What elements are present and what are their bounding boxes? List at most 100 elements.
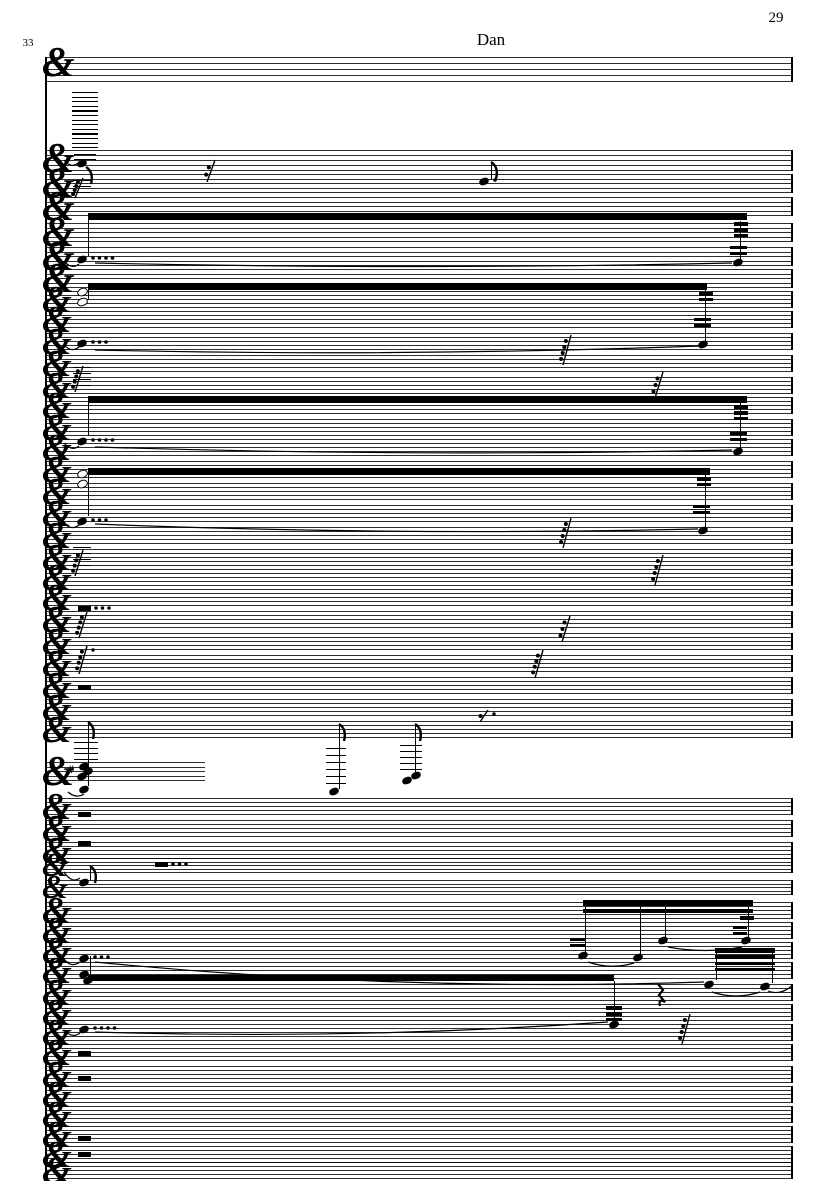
staff-line [45, 385, 793, 386]
staff-line [45, 251, 793, 253]
barline [791, 310, 793, 328]
staff-line [45, 1090, 793, 1091]
beam [733, 926, 747, 929]
note-stem [90, 866, 92, 880]
staff-line [45, 549, 793, 550]
staff-line [45, 970, 793, 971]
staff-line [45, 1162, 793, 1163]
staff-line [45, 557, 793, 558]
staff-line [45, 521, 793, 522]
staff-line [45, 553, 793, 554]
staff-line [45, 699, 793, 700]
staff-line [45, 733, 793, 734]
note-stem [88, 475, 90, 516]
ledger-line [73, 186, 91, 188]
barline [791, 196, 793, 216]
staff-line [45, 535, 793, 536]
staff-line [45, 413, 793, 414]
staff-line [45, 902, 793, 903]
staff-line [45, 377, 793, 378]
ledger-line [72, 138, 98, 140]
ledger-line [400, 751, 422, 753]
staff-line [45, 75, 793, 76]
ledger-line [73, 192, 91, 194]
beam [583, 900, 753, 906]
barline [791, 901, 793, 919]
staff-line [45, 299, 793, 300]
barline [791, 632, 793, 650]
ledger-line [72, 92, 98, 94]
barline [791, 588, 793, 606]
staff-line [45, 832, 793, 833]
staff-line [45, 569, 793, 570]
staff-line [45, 820, 793, 821]
staff-line [45, 762, 205, 763]
staff-line [45, 487, 793, 488]
rest [78, 645, 88, 675]
staff-line [45, 950, 793, 951]
ledger-line [400, 763, 422, 765]
staff-line [45, 465, 793, 466]
ledger-line [73, 367, 91, 369]
staff-line [45, 992, 793, 993]
beam [88, 975, 614, 981]
beam [693, 505, 710, 508]
staff-line [45, 1102, 793, 1103]
staff-line [45, 858, 793, 859]
staff-line [45, 349, 793, 350]
staff-line [45, 996, 793, 997]
staff-line [45, 641, 793, 642]
staff-line [45, 1118, 793, 1119]
staff-line [45, 890, 793, 892]
staff-line [45, 192, 793, 193]
staff-line [45, 160, 793, 161]
staff-line [45, 601, 793, 602]
staff-line [45, 355, 793, 356]
staff-line [45, 455, 793, 456]
staff-line [45, 1060, 793, 1061]
staff-line [45, 359, 793, 360]
staff-line [45, 495, 793, 496]
staff-line [45, 1098, 793, 1099]
ledger-line [73, 373, 91, 375]
barline [791, 290, 793, 308]
ledger-line [326, 762, 346, 764]
staff-line [45, 771, 205, 772]
barline [791, 396, 793, 414]
staff-line [45, 333, 793, 334]
barline [791, 654, 793, 672]
beam [730, 432, 747, 435]
system-barline [45, 57, 47, 1178]
staff-line [45, 1032, 793, 1033]
ledger-line [326, 748, 346, 750]
staff-line [45, 170, 793, 171]
beam [583, 909, 753, 913]
whole-rest [78, 1051, 91, 1056]
staff-line [45, 585, 793, 586]
beam [715, 955, 775, 959]
staff-line [45, 918, 793, 919]
barline [791, 1043, 793, 1061]
staff-line [45, 1020, 793, 1021]
barline [791, 610, 793, 628]
ledger-line [326, 783, 346, 785]
beam [88, 396, 747, 403]
note-stem [88, 290, 90, 300]
staff-line [45, 561, 793, 562]
staff-line [45, 1012, 793, 1013]
barline [791, 698, 793, 716]
staff-line [45, 499, 793, 500]
staff-line [45, 431, 793, 432]
staff-line [45, 593, 793, 594]
staff-line [45, 197, 793, 198]
beam [733, 932, 747, 935]
barline [791, 246, 793, 266]
staff-line [45, 265, 793, 266]
barline [791, 1125, 793, 1143]
staff-line [45, 802, 793, 803]
staff-line [45, 798, 793, 799]
staff-line [45, 1000, 793, 1001]
staff-line [45, 1074, 793, 1075]
beam [88, 283, 707, 290]
staff-line [45, 926, 793, 927]
